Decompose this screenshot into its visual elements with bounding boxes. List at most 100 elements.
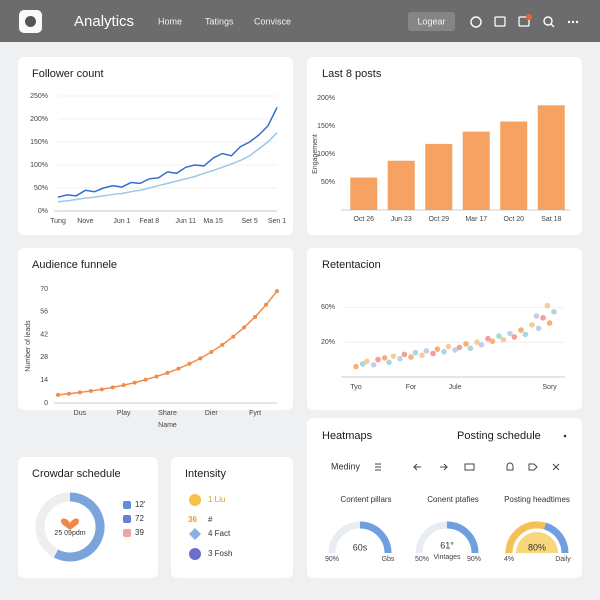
nav-link[interactable]: Home <box>158 16 182 26</box>
icon[interactable] <box>518 16 530 27</box>
point <box>165 370 170 375</box>
gauge-max: Gbs <box>382 556 395 563</box>
search-icon[interactable] <box>543 16 553 26</box>
legend-label: 12' <box>135 500 146 509</box>
item-icon <box>189 528 201 540</box>
y-tick-label: 56 <box>40 309 48 316</box>
item-value: 36 <box>188 515 197 524</box>
search-icon-handle <box>550 23 555 28</box>
point <box>375 356 381 363</box>
point <box>485 335 491 342</box>
x-tick-label: Sat 18 <box>541 216 561 223</box>
point <box>397 355 403 362</box>
heart-icon <box>60 518 80 530</box>
y-tick-label: 150% <box>317 123 335 130</box>
point <box>529 322 535 328</box>
x-tick-label: Oct 26 <box>353 216 374 223</box>
point <box>474 339 480 346</box>
point <box>500 336 507 343</box>
icon[interactable] <box>440 463 449 471</box>
top-bar <box>0 0 600 42</box>
point <box>381 355 388 361</box>
gauge-title: Content pillars <box>340 495 391 504</box>
y-tick-label: 28 <box>40 354 48 361</box>
point <box>452 347 458 353</box>
point <box>353 363 359 370</box>
card-title: Heatmaps <box>322 430 373 442</box>
legend-icon <box>123 529 131 537</box>
item-label: 1 Liu <box>208 495 225 504</box>
filter-label[interactable]: Mediny <box>331 461 361 471</box>
menu-dot[interactable] <box>567 20 571 24</box>
point <box>220 342 225 347</box>
nav-link[interactable]: Convisce <box>254 16 291 26</box>
point <box>408 354 414 360</box>
point <box>110 385 115 390</box>
series-line <box>57 132 278 203</box>
menu-dot[interactable] <box>563 434 567 438</box>
card-subtitle: Posting schedule <box>457 430 541 442</box>
icon[interactable] <box>470 16 482 28</box>
point <box>544 302 551 309</box>
point <box>198 356 203 361</box>
legend-label: 39 <box>135 528 144 537</box>
y-axis-label: Engagement <box>312 134 319 174</box>
card-title: Follower count <box>32 68 104 80</box>
y-tick-label: 250% <box>30 93 48 100</box>
donut-arc <box>53 492 105 562</box>
y-axis-label: Number of leads <box>25 320 32 372</box>
nav-link[interactable]: Tatings <box>205 16 234 26</box>
point <box>467 345 474 352</box>
point <box>176 366 181 371</box>
y-tick-label: 0% <box>38 208 48 215</box>
point <box>434 346 441 352</box>
point <box>364 358 370 365</box>
icon[interactable] <box>552 463 560 471</box>
item-label: 4 Fact <box>208 529 231 538</box>
y-tick-label: 200% <box>30 116 48 123</box>
x-tick-label: Share <box>158 410 177 417</box>
x-tick-label: Sen 1 <box>268 218 286 225</box>
icon[interactable] <box>528 463 538 471</box>
point <box>533 313 540 319</box>
y-tick-label: 150% <box>30 139 48 146</box>
x-tick-label: Jun 11 <box>176 218 197 225</box>
card-title: Crowdar schedule <box>32 468 121 480</box>
point <box>143 377 148 382</box>
badge <box>526 14 532 20</box>
point <box>386 359 392 366</box>
point <box>253 314 258 319</box>
legend-icon <box>123 515 131 523</box>
x-tick-label: Feat 8 <box>139 218 159 225</box>
icon[interactable] <box>412 463 421 471</box>
icon[interactable] <box>494 16 506 27</box>
x-axis-label: Name <box>158 422 177 429</box>
point <box>546 320 553 326</box>
gauge-arc <box>505 521 546 554</box>
icon[interactable] <box>464 463 475 471</box>
point <box>121 383 126 388</box>
bar <box>425 143 453 210</box>
y-tick-label: 42 <box>40 331 48 338</box>
y-tick-label: 100% <box>317 151 335 158</box>
icon[interactable] <box>506 462 514 471</box>
card-title: Retentacion <box>322 259 381 271</box>
x-tick-label: Nove <box>77 218 93 225</box>
point <box>401 351 408 358</box>
x-tick-label: Mar 17 <box>465 216 487 223</box>
icon[interactable] <box>375 463 381 471</box>
bar <box>537 105 565 210</box>
card <box>18 57 293 235</box>
point <box>441 348 447 355</box>
point <box>489 338 496 345</box>
y-tick-label: 100% <box>30 162 48 169</box>
y-tick-label: 50% <box>34 185 48 192</box>
gauge-title: Conent ptafies <box>427 495 479 504</box>
donut-label: 25 09pdm <box>54 530 85 537</box>
bar <box>462 131 490 210</box>
x-tick-label: For <box>406 384 417 391</box>
logo-dot <box>25 16 36 27</box>
point <box>209 350 214 355</box>
logout-button[interactable] <box>408 12 455 31</box>
